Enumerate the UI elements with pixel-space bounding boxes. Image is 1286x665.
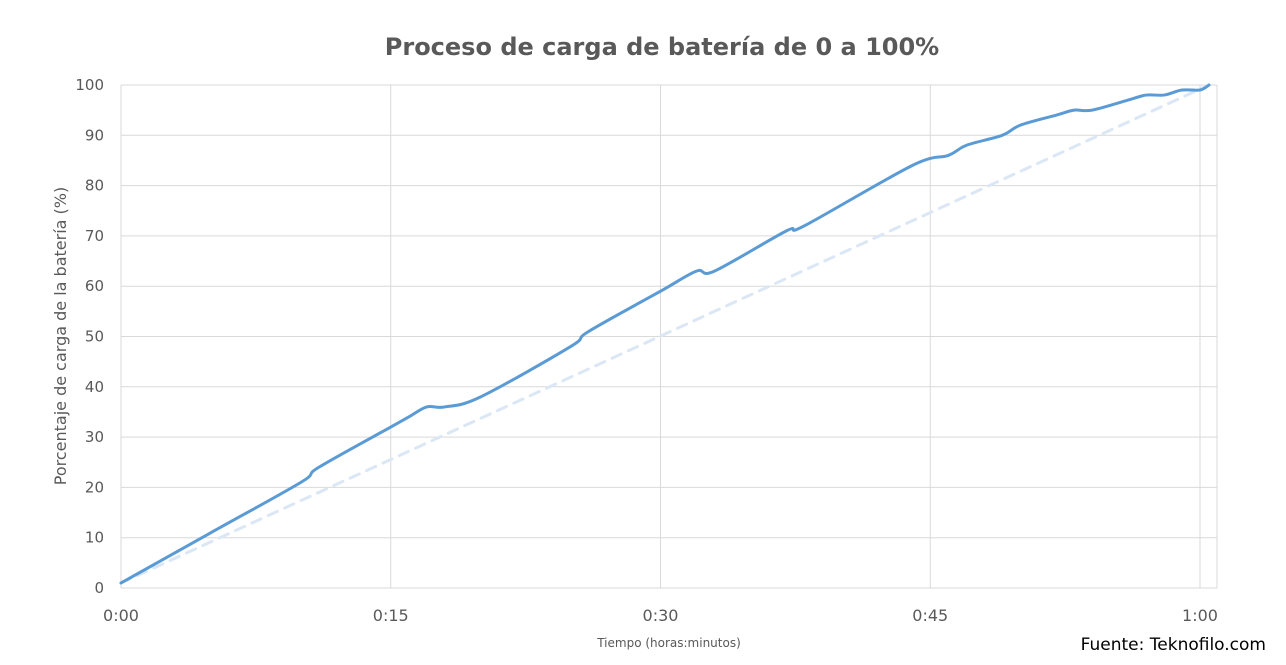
y-tick-label: 70 (85, 227, 104, 245)
x-tick-label: 0:45 (912, 606, 948, 625)
x-tick-label: 0:15 (373, 606, 409, 625)
series-line-charge (119, 83, 1211, 585)
x-tick-label: 0:30 (643, 606, 679, 625)
y-tick-label: 50 (85, 328, 104, 346)
series-layer (119, 83, 1211, 585)
source-note: Fuente: Teknofilo.com (1081, 635, 1266, 655)
x-tick-label: 1:00 (1182, 606, 1218, 625)
series-line-reference (119, 83, 1211, 585)
y-tick-label: 40 (85, 378, 104, 396)
chart-title: Proceso de carga de batería de 0 a 100% (385, 33, 939, 61)
x-axis-ticks: 0:00 0:15 0:30 0:45 1:00 (103, 606, 1218, 625)
x-axis-title: Tiempo (horas:minutos) (596, 636, 741, 650)
y-axis-title: Porcentaje de carga de la batería (%) (51, 187, 70, 485)
y-tick-label: 30 (85, 428, 104, 446)
y-tick-label: 10 (85, 529, 104, 547)
y-tick-label: 20 (85, 478, 104, 496)
y-tick-label: 80 (85, 177, 104, 195)
y-axis-ticks: 0 10 20 30 40 50 60 70 80 90 100 (75, 76, 104, 597)
x-tick-label: 0:00 (103, 606, 139, 625)
y-tick-label: 60 (85, 277, 104, 295)
gridlines (120, 84, 1218, 589)
y-tick-label: 0 (94, 579, 104, 597)
y-tick-label: 90 (85, 126, 104, 144)
y-tick-label: 100 (75, 76, 104, 94)
